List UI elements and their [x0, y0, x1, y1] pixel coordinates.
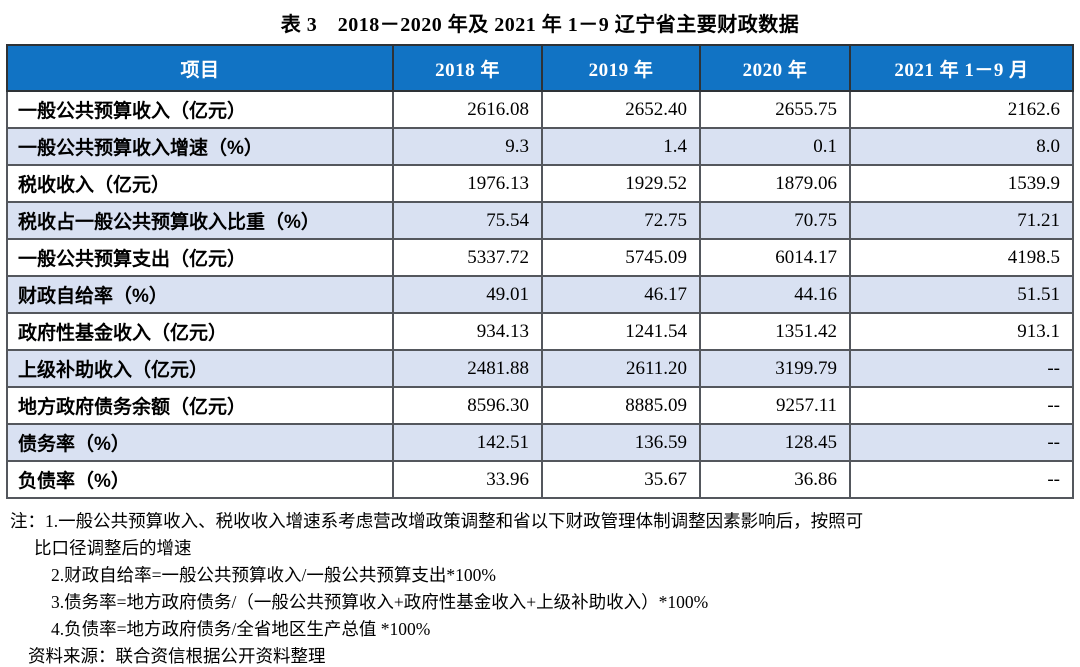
table-row: 财政自给率（%） 49.01 46.17 44.16 51.51 — [6, 275, 1074, 314]
cell-value: 49.01 — [392, 275, 543, 314]
cell-value: 136.59 — [541, 423, 701, 462]
cell-value: 9257.11 — [699, 386, 851, 425]
cell-value: 1879.06 — [699, 164, 851, 203]
cell-value: -- — [849, 386, 1074, 425]
row-label: 地方政府债务余额（亿元） — [6, 386, 394, 425]
cell-value: 2162.6 — [849, 90, 1074, 129]
table-row: 债务率（%） 142.51 136.59 128.45 -- — [6, 423, 1074, 462]
table-title: 表 3 2018－2020 年及 2021 年 1－9 辽宁省主要财政数据 — [280, 14, 800, 36]
cell-value: 46.17 — [541, 275, 701, 314]
table-row: 地方政府债务余额（亿元） 8596.30 8885.09 9257.11 -- — [6, 386, 1074, 425]
table-row: 一般公共预算收入（亿元） 2616.08 2652.40 2655.75 2162.6 — [6, 90, 1074, 129]
cell-value: -- — [849, 349, 1074, 388]
table-row: 上级补助收入（亿元） 2481.88 2611.20 3199.79 -- — [6, 349, 1074, 388]
fiscal-data-table: 项目 2018 年 2019 年 2020 年 2021 年 1－9 月 一般公共预算收… — [6, 44, 1074, 499]
cell-value: 9.3 — [392, 127, 543, 166]
table-row: 政府性基金收入（亿元） 934.13 1241.54 1351.42 913.1 — [6, 312, 1074, 351]
cell-value: 1.4 — [541, 127, 701, 166]
data-source-line: 资料来源：联合资信根据公开资料整理 — [28, 646, 326, 666]
cell-value: 913.1 — [849, 312, 1074, 351]
header-row: 项目 2018 年 2019 年 2020 年 2021 年 1－9 月 — [6, 44, 1074, 92]
cell-value: 128.45 — [699, 423, 851, 462]
footnote-1-line-2: 比口径调整后的增速 — [34, 538, 192, 558]
cell-value: 36.86 — [699, 460, 851, 499]
row-label: 一般公共预算收入（亿元） — [6, 90, 394, 129]
row-label: 政府性基金收入（亿元） — [6, 312, 394, 351]
cell-value: 2611.20 — [541, 349, 701, 388]
cell-value: 142.51 — [392, 423, 543, 462]
cell-value: 5745.09 — [541, 238, 701, 277]
row-label: 财政自给率（%） — [6, 275, 394, 314]
cell-value: 75.54 — [392, 201, 543, 240]
column-header-0: 项目 — [6, 44, 394, 92]
cell-value: 2652.40 — [541, 90, 701, 129]
row-label: 一般公共预算支出（亿元） — [6, 238, 394, 277]
cell-value: 8885.09 — [541, 386, 701, 425]
cell-value: 8596.30 — [392, 386, 543, 425]
cell-value: 1241.54 — [541, 312, 701, 351]
cell-value: 71.21 — [849, 201, 1074, 240]
row-label: 税收收入（亿元） — [6, 164, 394, 203]
table-row: 税收收入（亿元） 1976.13 1929.52 1879.06 1539.9 — [6, 164, 1074, 203]
cell-value: 70.75 — [699, 201, 851, 240]
cell-value: 72.75 — [541, 201, 701, 240]
cell-value: 33.96 — [392, 460, 543, 499]
footnote-2: 2.财政自给率=一般公共预算收入/一般公共预算支出*100% — [51, 565, 496, 585]
table-row: 一般公共预算收入增速（%） 9.3 1.4 0.1 8.0 — [6, 127, 1074, 166]
table-body: 一般公共预算收入（亿元） 2616.08 2652.40 2655.75 2162.6 一… — [6, 90, 1074, 499]
column-header-4: 2021 年 1－9 月 — [849, 44, 1074, 92]
row-label: 一般公共预算收入增速（%） — [6, 127, 394, 166]
footnotes: 注：1.一般公共预算收入、税收收入增速系考虑营改增政策调整和省以下财政管理体制调… — [10, 508, 1080, 667]
cell-value: 934.13 — [392, 312, 543, 351]
row-label: 负债率（%） — [6, 460, 394, 499]
cell-value: 8.0 — [849, 127, 1074, 166]
row-label: 上级补助收入（亿元） — [6, 349, 394, 388]
cell-value: 1539.9 — [849, 164, 1074, 203]
cell-value: 3199.79 — [699, 349, 851, 388]
cell-value: 1929.52 — [541, 164, 701, 203]
cell-value: 6014.17 — [699, 238, 851, 277]
column-header-2: 2019 年 — [541, 44, 701, 92]
cell-value: -- — [849, 460, 1074, 499]
cell-value: 1976.13 — [392, 164, 543, 203]
cell-value: 35.67 — [541, 460, 701, 499]
footnote-1-line-1: 注：1.一般公共预算收入、税收收入增速系考虑营改增政策调整和省以下财政管理体制调… — [10, 511, 864, 531]
table-row: 负债率（%） 33.96 35.67 36.86 -- — [6, 460, 1074, 499]
cell-value: 2616.08 — [392, 90, 543, 129]
table-row: 税收占一般公共预算收入比重（%） 75.54 72.75 70.75 71.21 — [6, 201, 1074, 240]
footnote-4: 4.负债率=地方政府债务/全省地区生产总值 *100% — [51, 619, 431, 639]
row-label: 债务率（%） — [6, 423, 394, 462]
cell-value: 2481.88 — [392, 349, 543, 388]
row-label: 税收占一般公共预算收入比重（%） — [6, 201, 394, 240]
cell-value: 5337.72 — [392, 238, 543, 277]
footnote-3: 3.债务率=地方政府债务/（一般公共预算收入+政府性基金收入+上级补助收入）*1… — [51, 592, 709, 612]
cell-value: 0.1 — [699, 127, 851, 166]
cell-value: -- — [849, 423, 1074, 462]
cell-value: 2655.75 — [699, 90, 851, 129]
column-header-1: 2018 年 — [392, 44, 543, 92]
cell-value: 44.16 — [699, 275, 851, 314]
cell-value: 51.51 — [849, 275, 1074, 314]
column-header-3: 2020 年 — [699, 44, 851, 92]
cell-value: 1351.42 — [699, 312, 851, 351]
cell-value: 4198.5 — [849, 238, 1074, 277]
table-row: 一般公共预算支出（亿元） 5337.72 5745.09 6014.17 4198.5 — [6, 238, 1074, 277]
